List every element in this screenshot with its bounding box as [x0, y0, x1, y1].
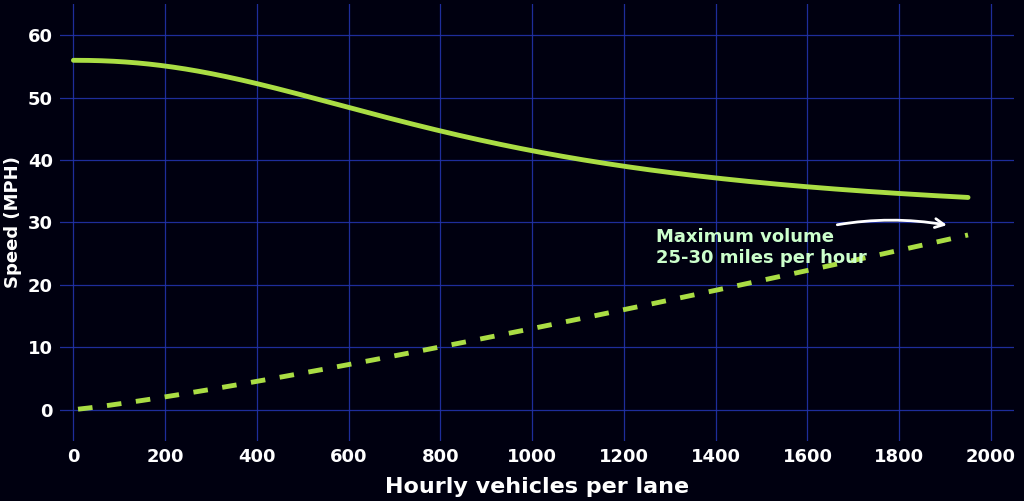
Y-axis label: Speed (MPH): Speed (MPH)	[4, 156, 23, 289]
Text: Maximum volume
25-30 miles per hour: Maximum volume 25-30 miles per hour	[656, 219, 944, 267]
X-axis label: Hourly vehicles per lane: Hourly vehicles per lane	[385, 477, 689, 497]
